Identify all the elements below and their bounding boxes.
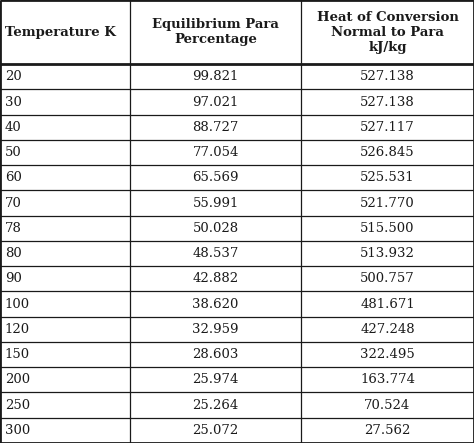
Text: 50: 50 — [5, 146, 21, 159]
Text: 60: 60 — [5, 171, 22, 184]
Text: 42.882: 42.882 — [192, 272, 239, 285]
Text: 527.138: 527.138 — [360, 96, 415, 109]
Text: 78: 78 — [5, 222, 22, 235]
Text: 20: 20 — [5, 70, 21, 83]
Text: 527.138: 527.138 — [360, 70, 415, 83]
Text: 100: 100 — [5, 298, 30, 311]
Text: 88.727: 88.727 — [192, 121, 239, 134]
Text: 48.537: 48.537 — [192, 247, 239, 260]
Text: 515.500: 515.500 — [360, 222, 415, 235]
Text: 25.974: 25.974 — [192, 373, 239, 386]
Text: 500.757: 500.757 — [360, 272, 415, 285]
Text: 163.774: 163.774 — [360, 373, 415, 386]
Text: 150: 150 — [5, 348, 30, 361]
Text: 40: 40 — [5, 121, 21, 134]
Text: Equilibrium Para
Percentage: Equilibrium Para Percentage — [152, 18, 279, 46]
Text: 38.620: 38.620 — [192, 298, 239, 311]
Text: 97.021: 97.021 — [192, 96, 239, 109]
Text: 90: 90 — [5, 272, 22, 285]
Text: 322.495: 322.495 — [360, 348, 415, 361]
Text: 65.569: 65.569 — [192, 171, 239, 184]
Text: 525.531: 525.531 — [360, 171, 415, 184]
Text: 77.054: 77.054 — [192, 146, 239, 159]
Text: 50.028: 50.028 — [192, 222, 239, 235]
Text: 526.845: 526.845 — [360, 146, 415, 159]
Text: 70: 70 — [5, 197, 22, 210]
Text: 250: 250 — [5, 399, 30, 412]
Text: 25.072: 25.072 — [192, 424, 239, 437]
Text: 70.524: 70.524 — [365, 399, 410, 412]
Text: 481.671: 481.671 — [360, 298, 415, 311]
Text: 513.932: 513.932 — [360, 247, 415, 260]
Text: 521.770: 521.770 — [360, 197, 415, 210]
Text: 80: 80 — [5, 247, 21, 260]
Text: 300: 300 — [5, 424, 30, 437]
Text: 28.603: 28.603 — [192, 348, 239, 361]
Text: Temperature K: Temperature K — [5, 26, 116, 39]
Text: 30: 30 — [5, 96, 22, 109]
Text: 120: 120 — [5, 323, 30, 336]
Text: 99.821: 99.821 — [192, 70, 239, 83]
Text: Heat of Conversion
Normal to Para
kJ/kg: Heat of Conversion Normal to Para kJ/kg — [317, 11, 458, 54]
Text: 200: 200 — [5, 373, 30, 386]
Text: 55.991: 55.991 — [192, 197, 239, 210]
Text: 527.117: 527.117 — [360, 121, 415, 134]
Text: 25.264: 25.264 — [192, 399, 239, 412]
Text: 32.959: 32.959 — [192, 323, 239, 336]
Text: 27.562: 27.562 — [365, 424, 410, 437]
Text: 427.248: 427.248 — [360, 323, 415, 336]
